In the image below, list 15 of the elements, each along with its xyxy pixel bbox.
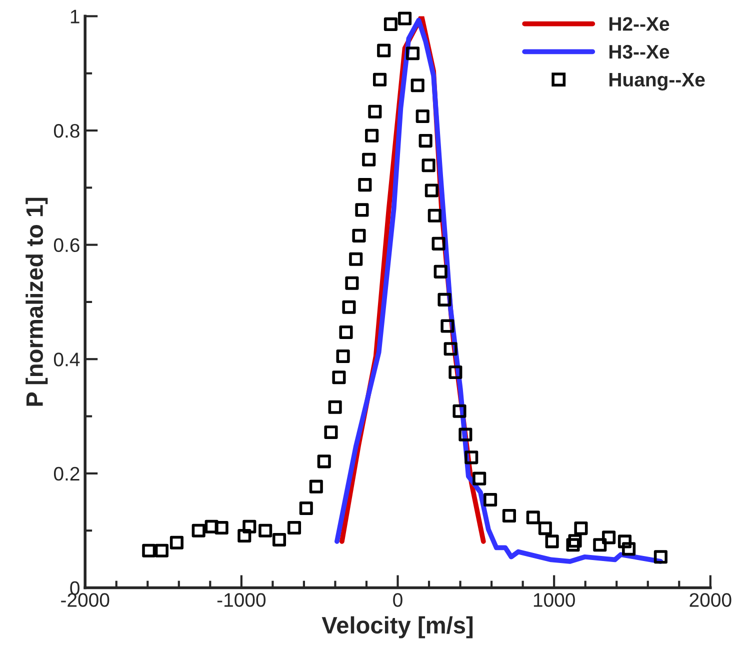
y-axis-title: P [normalized to 1] [26, 198, 48, 406]
x-tick-label: 2000 [690, 593, 732, 607]
y-tick-label: 1 [70, 10, 80, 24]
x-tick-label: -1000 [217, 593, 266, 607]
legend-label: Huang--Xe [609, 72, 705, 90]
x-tick-label: 0 [393, 593, 402, 607]
y-tick-label: 0.2 [54, 466, 80, 481]
x-tick-label: 1000 [534, 593, 575, 607]
x-tick-label: -2000 [61, 593, 110, 607]
y-tick-label: 0.6 [54, 238, 80, 252]
legend-label: H3--Xe [609, 44, 670, 59]
y-tick-label: 0.4 [54, 352, 80, 366]
x-axis-title: Velocity [m/s] [322, 616, 473, 638]
y-tick-label: 0.8 [54, 124, 80, 138]
legend-label: H2--Xe [609, 17, 670, 31]
